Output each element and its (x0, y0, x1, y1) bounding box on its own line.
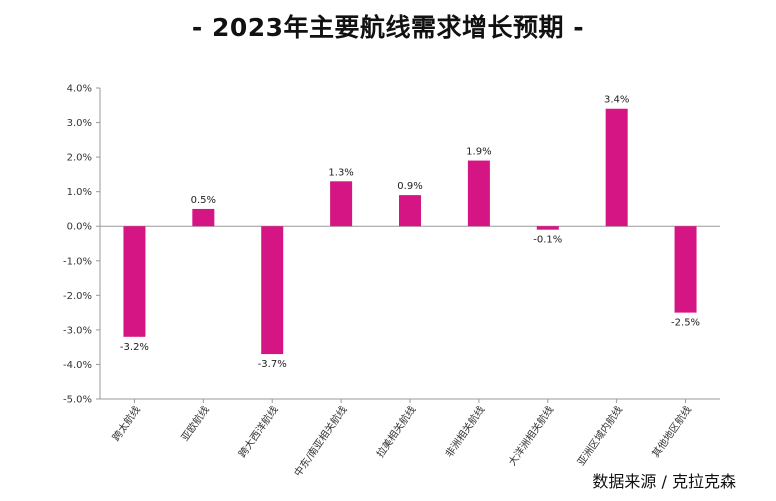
data-label: -2.5% (671, 318, 700, 329)
bar-5 (467, 160, 490, 227)
x-category-label: 其他地区航线 (649, 403, 694, 460)
data-label: 0.9% (397, 181, 422, 192)
data-label: 1.9% (466, 147, 491, 158)
chart-title: - 2023年主要航线需求增长预期 - (191, 13, 585, 42)
x-category-label: 拉美相关航线 (373, 403, 418, 460)
y-tick-label: -1.0% (63, 256, 92, 267)
data-label: 3.4% (604, 95, 629, 106)
y-tick-label: 4.0% (67, 84, 92, 95)
y-tick-label: -4.0% (63, 360, 92, 371)
data-label: -3.2% (120, 342, 149, 353)
x-category-label: 中东/南亚相关航线 (291, 403, 349, 479)
bar-1 (192, 208, 215, 227)
x-category-label: 非洲相关航线 (442, 403, 487, 460)
data-label: -0.1% (533, 235, 562, 246)
bar-0 (123, 226, 146, 337)
bar-3 (330, 181, 353, 227)
bar-7 (605, 108, 628, 227)
x-category-label: 跨太航线 (109, 403, 143, 443)
y-tick-label: -5.0% (63, 395, 92, 406)
y-tick-label: -2.0% (63, 291, 92, 302)
bar-2 (261, 226, 284, 355)
y-tick-label: 3.0% (67, 118, 92, 129)
x-category-label: 大洋洲相关航线 (505, 403, 556, 468)
bar-4 (399, 195, 421, 227)
bar-8 (674, 226, 697, 313)
bar-6 (536, 226, 559, 230)
y-tick-label: 2.0% (67, 153, 92, 164)
data-label: 1.3% (328, 167, 353, 178)
x-category-label: 亚洲区域内航线 (574, 403, 625, 468)
source-note: 数据来源 / 克拉克森 (592, 472, 736, 491)
y-tick-label: 1.0% (67, 187, 92, 198)
x-category-label: 跨大西洋航线 (236, 403, 281, 460)
y-tick-label: 0.0% (67, 222, 92, 233)
y-tick-label: -3.0% (63, 325, 92, 336)
data-label: -3.7% (258, 359, 287, 370)
x-category-label: 亚欧航线 (178, 403, 212, 443)
data-label: 0.5% (191, 195, 216, 206)
